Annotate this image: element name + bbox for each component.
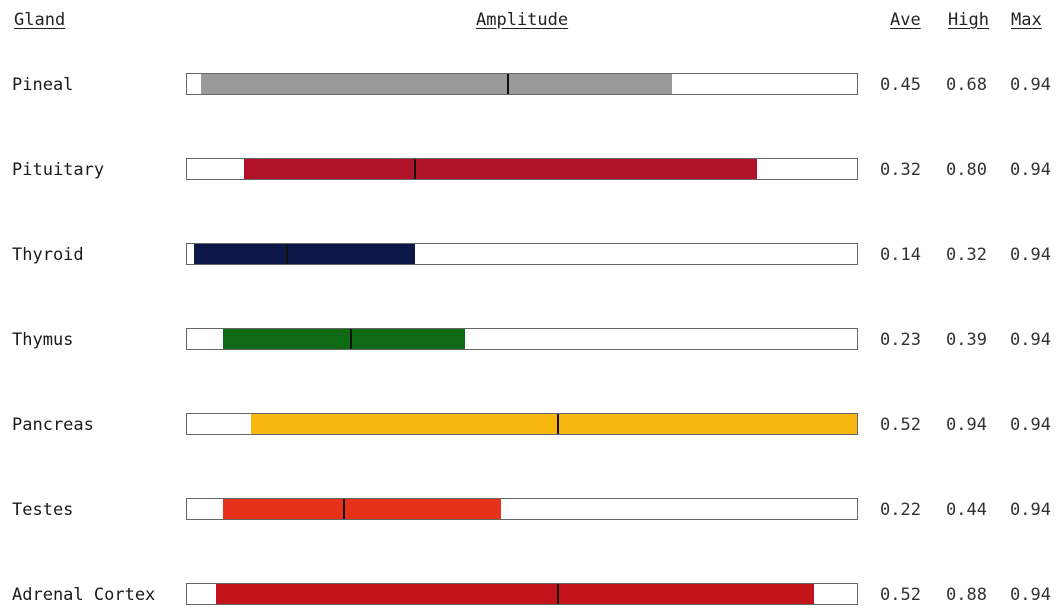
ave-value: 0.22 <box>880 500 921 520</box>
high-value: 0.80 <box>946 160 987 180</box>
average-marker <box>285 244 288 264</box>
ave-header: Ave <box>890 10 921 30</box>
amplitude-bar <box>194 244 416 264</box>
gland-row: Adrenal Cortex 0.52 0.88 0.94 <box>0 583 1056 611</box>
amplitude-bar <box>215 584 815 604</box>
average-marker <box>556 414 559 434</box>
gland-label: Testes <box>12 500 74 520</box>
gland-label: Thyroid <box>12 245 84 265</box>
gland-row: Testes 0.22 0.44 0.94 <box>0 498 1056 526</box>
gland-label: Pancreas <box>12 415 94 435</box>
amplitude-bar <box>251 414 857 434</box>
high-value: 0.32 <box>946 245 987 265</box>
amplitude-track <box>186 243 858 265</box>
ave-value: 0.52 <box>880 585 921 605</box>
average-marker <box>414 159 417 179</box>
high-value: 0.44 <box>946 500 987 520</box>
amplitude-header: Amplitude <box>476 10 569 30</box>
ave-value: 0.14 <box>880 245 921 265</box>
max-value: 0.94 <box>1010 160 1051 180</box>
gland-row: Thymus 0.23 0.39 0.94 <box>0 328 1056 356</box>
gland-row: Pituitary 0.32 0.80 0.94 <box>0 158 1056 186</box>
max-value: 0.94 <box>1010 585 1051 605</box>
gland-label: Thymus <box>12 330 74 350</box>
ave-value: 0.45 <box>880 75 921 95</box>
gland-row: Thyroid 0.14 0.32 0.94 <box>0 243 1056 271</box>
average-marker <box>506 74 509 94</box>
amplitude-track <box>186 158 858 180</box>
max-value: 0.94 <box>1010 75 1051 95</box>
gland-row: Pancreas 0.52 0.94 0.94 <box>0 413 1056 441</box>
ave-value: 0.23 <box>880 330 921 350</box>
amplitude-bar <box>222 499 501 519</box>
max-value: 0.94 <box>1010 500 1051 520</box>
amplitude-track <box>186 498 858 520</box>
amplitude-track <box>186 583 858 605</box>
gland-label: Adrenal Cortex <box>12 585 156 605</box>
max-header: Max <box>1011 10 1042 30</box>
high-value: 0.68 <box>946 75 987 95</box>
average-marker <box>342 499 345 519</box>
average-marker <box>349 329 352 349</box>
high-value: 0.94 <box>946 415 987 435</box>
high-header: High <box>948 10 989 30</box>
gland-header: Gland <box>14 10 66 30</box>
high-value: 0.39 <box>946 330 987 350</box>
amplitude-track <box>186 73 858 95</box>
amplitude-track <box>186 413 858 435</box>
max-value: 0.94 <box>1010 245 1051 265</box>
ave-value: 0.52 <box>880 415 921 435</box>
gland-label: Pineal <box>12 75 74 95</box>
max-value: 0.94 <box>1010 330 1051 350</box>
gland-label: Pituitary <box>12 160 105 180</box>
amplitude-track <box>186 328 858 350</box>
amplitude-bar <box>201 74 672 94</box>
gland-row: Pineal 0.45 0.68 0.94 <box>0 73 1056 101</box>
max-value: 0.94 <box>1010 415 1051 435</box>
average-marker <box>556 584 559 604</box>
amplitude-bar <box>244 159 758 179</box>
high-value: 0.88 <box>946 585 987 605</box>
ave-value: 0.32 <box>880 160 921 180</box>
amplitude-bar <box>222 329 465 349</box>
